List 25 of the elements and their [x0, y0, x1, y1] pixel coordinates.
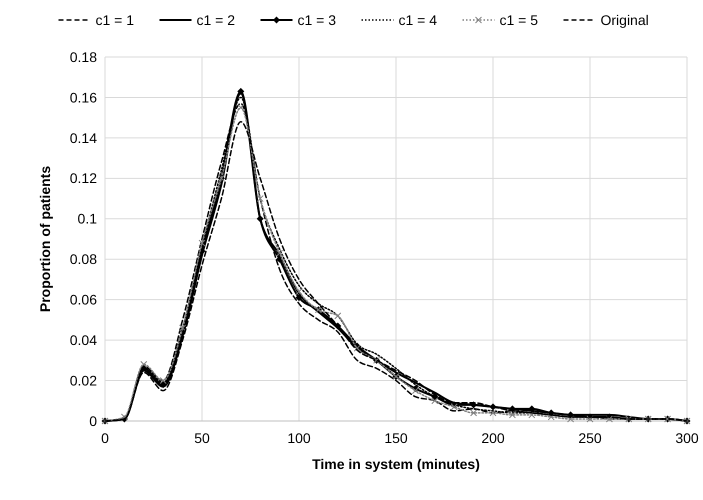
y-tick-label: 0.16 [70, 89, 98, 106]
x-tick-label: 0 [101, 430, 110, 446]
y-tick-label: 0.18 [70, 48, 98, 65]
legend-label: Original [600, 12, 649, 28]
y-tick-label: 0.1 [78, 210, 98, 227]
legend-label: c1 = 4 [398, 12, 438, 28]
legend-label: c1 = 3 [298, 12, 336, 28]
x-tick-label: 250 [578, 430, 602, 446]
y-tick-label: 0.12 [70, 170, 98, 186]
legend-label: c1 = 2 [196, 12, 236, 28]
y-tick-label: 0.06 [70, 292, 98, 308]
x-tick-label: 100 [287, 430, 311, 446]
y-tick-label: 0.04 [70, 332, 98, 348]
y-tick-label: 0.02 [70, 372, 98, 388]
y-tick-label: 0.14 [70, 130, 98, 146]
legend-label: c1 = 1 [96, 12, 134, 28]
x-tick-label: 50 [194, 430, 210, 446]
x-tick-label: 200 [481, 430, 505, 446]
x-tick-label: 300 [675, 430, 699, 446]
y-axis-title: Proportion of patients [37, 166, 53, 312]
x-axis-title: Time in system (minutes) [312, 456, 480, 472]
y-tick-label: 0.08 [70, 251, 98, 268]
legend-label: c1 = 5 [500, 12, 538, 28]
x-tick-label: 150 [384, 430, 408, 446]
y-tick-label: 0 [89, 412, 98, 429]
